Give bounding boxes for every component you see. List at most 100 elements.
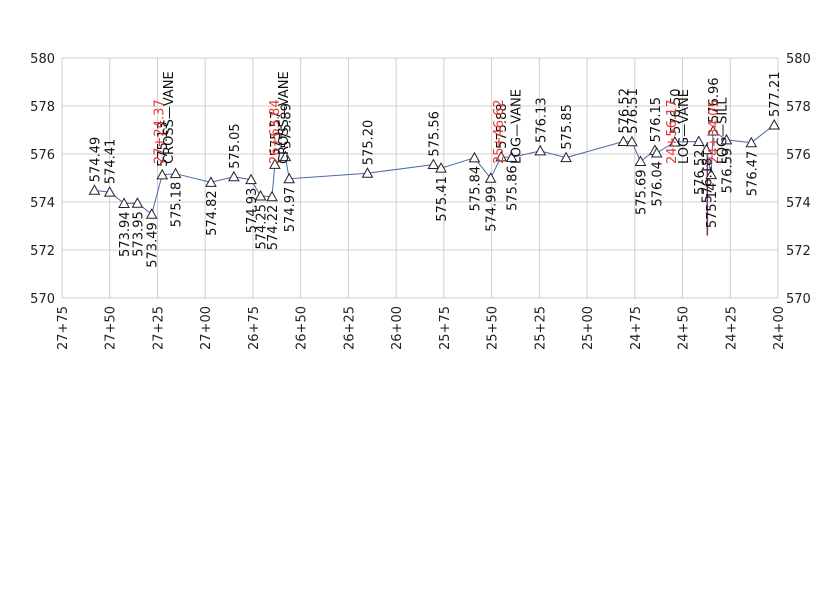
data-point-triangle — [103, 186, 116, 197]
annotation-label: 26+63.84 — [268, 99, 283, 164]
y-tick-label-right: 576 — [786, 148, 811, 163]
x-tick-label: 26+00 — [390, 306, 405, 350]
point-label: 574.93 — [245, 188, 260, 234]
annotation-label: 24+56.17 — [665, 99, 680, 164]
point-label: 576.50 — [669, 89, 684, 135]
y-tick-label: 574 — [30, 196, 55, 211]
point-label: 574.22 — [266, 205, 281, 251]
point-label: 576.18 — [700, 158, 715, 204]
y-tick-label-right: 570 — [786, 292, 811, 307]
data-point-triangle — [700, 143, 713, 155]
y-tick-label: 570 — [30, 292, 55, 307]
point-label: 576.13 — [534, 97, 549, 143]
x-tick-label: 24+00 — [772, 306, 787, 350]
point-label: 575.05 — [228, 123, 243, 169]
data-point-triangle — [169, 167, 182, 179]
data-point-triangle — [145, 208, 158, 219]
x-tick-label: 25+75 — [438, 306, 453, 350]
point-label: 574.99 — [485, 186, 500, 232]
annotation-label: LOG—VANE — [677, 89, 692, 164]
annotation-label: 25+46.62 — [492, 99, 507, 164]
data-point-triangle — [269, 158, 281, 169]
data-point-triangle — [118, 197, 130, 208]
data-point-triangle — [720, 133, 733, 145]
y-tick-label-right: 572 — [786, 244, 811, 259]
annotation-label: LOG—VANE — [509, 89, 524, 164]
data-point-triangle — [650, 147, 663, 158]
y-axis-left: 570 572 574 576 578 580 — [30, 52, 55, 307]
point-label: 574.97 — [283, 187, 298, 233]
x-axis: 27+75 27+50 27+25 27+00 26+75 26+50 26+25 26+00… — [56, 306, 787, 350]
point-label: 576.51 — [626, 88, 641, 134]
data-point-triangle — [705, 168, 718, 180]
data-point-triangle — [768, 118, 781, 130]
data-point-triangle — [634, 155, 647, 166]
point-label: 576.04 — [651, 161, 666, 207]
point-label: 573.49 — [146, 222, 161, 267]
point-label: 576.47 — [745, 151, 760, 197]
point-label: 575.88 — [495, 103, 510, 149]
y-tick-label: 576 — [30, 148, 55, 163]
data-point-triangle — [560, 151, 572, 163]
y-tick-label-right: 578 — [786, 100, 811, 115]
x-tick-label: 26+50 — [295, 306, 310, 350]
point-label: 575.14 — [705, 183, 720, 229]
data-point-triangle — [626, 135, 638, 147]
y-tick-label: 580 — [30, 52, 55, 67]
point-label: 576.52 — [693, 150, 708, 196]
x-tick-label: 27+75 — [56, 306, 71, 350]
annotation-label: LOG—SILL — [716, 97, 731, 164]
data-point-triangle — [484, 172, 497, 183]
data-point-triangle — [435, 162, 447, 173]
data-point-triangle — [495, 150, 507, 162]
data-point-triangle — [534, 144, 547, 156]
y-tick-label: 578 — [30, 100, 55, 115]
data-point-triangle — [254, 189, 267, 201]
data-point-triangle — [745, 136, 758, 148]
data-point-triangle — [266, 190, 278, 202]
y-tick-label: 572 — [30, 244, 55, 259]
data-point-triangle — [131, 197, 144, 208]
point-label: 576.15 — [649, 97, 664, 143]
point-label: 575.86 — [506, 165, 521, 211]
data-point-triangle — [88, 184, 101, 195]
point-label: 574.41 — [104, 139, 119, 185]
x-tick-label: 25+25 — [533, 306, 548, 350]
y-axis-right: 570 572 574 576 578 580 — [786, 52, 811, 307]
x-tick-label: 24+50 — [677, 306, 692, 350]
point-label: 574.49 — [88, 137, 103, 183]
y-tick-label-right: 580 — [786, 52, 811, 67]
point-label: 573.95 — [131, 211, 146, 257]
x-tick-label: 27+00 — [199, 306, 214, 350]
annotation-label: 24+34.05 — [707, 99, 722, 164]
data-point-triangle — [283, 172, 296, 184]
y-tick-label-right: 574 — [786, 196, 811, 211]
x-tick-label: 27+25 — [151, 306, 166, 350]
point-label: 575.84 — [468, 166, 483, 212]
annotation-label: CROSS—VANE — [277, 71, 292, 164]
point-label: 575.69 — [635, 169, 650, 215]
point-label: 576.96 — [707, 77, 722, 123]
point-label: 575.18 — [170, 182, 185, 228]
x-tick-label: 26+75 — [247, 306, 262, 350]
data-point-triangle — [692, 135, 705, 147]
point-label: 574.25 — [255, 204, 270, 250]
point-label: 573.94 — [118, 211, 133, 257]
point-label: 574.82 — [205, 190, 220, 236]
data-point-triangle — [468, 151, 481, 163]
point-label: 575.57 — [269, 111, 284, 157]
data-point-triangle — [205, 176, 217, 187]
series — [88, 118, 781, 219]
data-point-triangle — [707, 124, 719, 136]
data-point-triangle — [669, 135, 681, 147]
point-label: 576.52 — [617, 88, 632, 134]
point-label: 575.85 — [560, 104, 575, 150]
data-point-triangle — [227, 170, 240, 182]
x-tick-label: 24+75 — [629, 306, 644, 350]
grid — [61, 57, 779, 299]
point-label: 577.21 — [768, 71, 783, 117]
data-point-triangle — [361, 167, 374, 178]
